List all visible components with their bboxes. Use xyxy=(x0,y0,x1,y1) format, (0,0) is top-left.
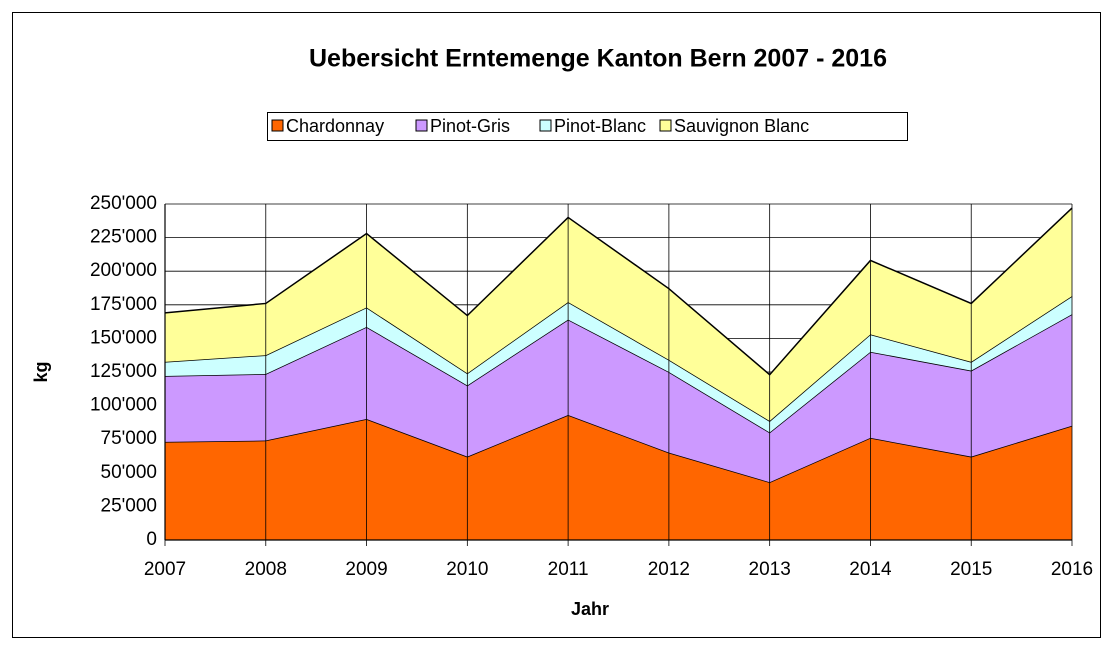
legend-box xyxy=(267,112,908,141)
y-tick-label: 25'000 xyxy=(101,495,157,516)
y-axis-title: kg xyxy=(31,361,51,382)
y-tick-label: 75'000 xyxy=(101,428,157,449)
x-tick-label: 2015 xyxy=(950,559,992,580)
x-tick-label: 2007 xyxy=(144,559,186,580)
x-tick-label: 2014 xyxy=(849,559,892,580)
y-tick-label: 50'000 xyxy=(101,462,157,483)
legend-swatch xyxy=(415,119,428,132)
y-tick-label: 125'000 xyxy=(90,361,157,382)
legend-label: Pinot-Gris xyxy=(430,116,510,136)
x-tick-label: 2012 xyxy=(648,559,690,580)
legend-swatch xyxy=(539,119,552,132)
x-axis-title: Jahr xyxy=(571,599,609,619)
y-tick-label: 175'000 xyxy=(90,294,157,315)
area xyxy=(165,296,1072,433)
area xyxy=(165,208,1072,422)
legend-label: Sauvignon Blanc xyxy=(674,116,809,136)
area-edge xyxy=(164,207,1073,376)
y-tick-label: 150'000 xyxy=(90,327,157,348)
x-tick-label: 2009 xyxy=(345,559,387,580)
legend-label: Chardonnay xyxy=(286,116,384,136)
area xyxy=(165,314,1072,483)
y-tick-label: 225'000 xyxy=(90,227,157,248)
legend-label: Pinot-Blanc xyxy=(554,116,646,136)
area xyxy=(165,415,1072,540)
x-tick-label: 2010 xyxy=(446,559,488,580)
legend-swatch xyxy=(659,119,672,132)
x-tick-label: 2013 xyxy=(749,559,791,580)
x-tick-label: 2016 xyxy=(1051,559,1093,580)
x-tick-label: 2008 xyxy=(245,559,287,580)
x-tick-label: 2011 xyxy=(548,559,589,580)
chart-title: Uebersicht Erntemenge Kanton Bern 2007 -… xyxy=(309,45,887,73)
y-tick-label: 0 xyxy=(146,529,157,550)
y-tick-label: 100'000 xyxy=(90,395,157,416)
y-tick-label: 200'000 xyxy=(90,260,157,281)
legend-swatch xyxy=(271,119,284,132)
y-tick-label: 250'000 xyxy=(90,193,157,214)
